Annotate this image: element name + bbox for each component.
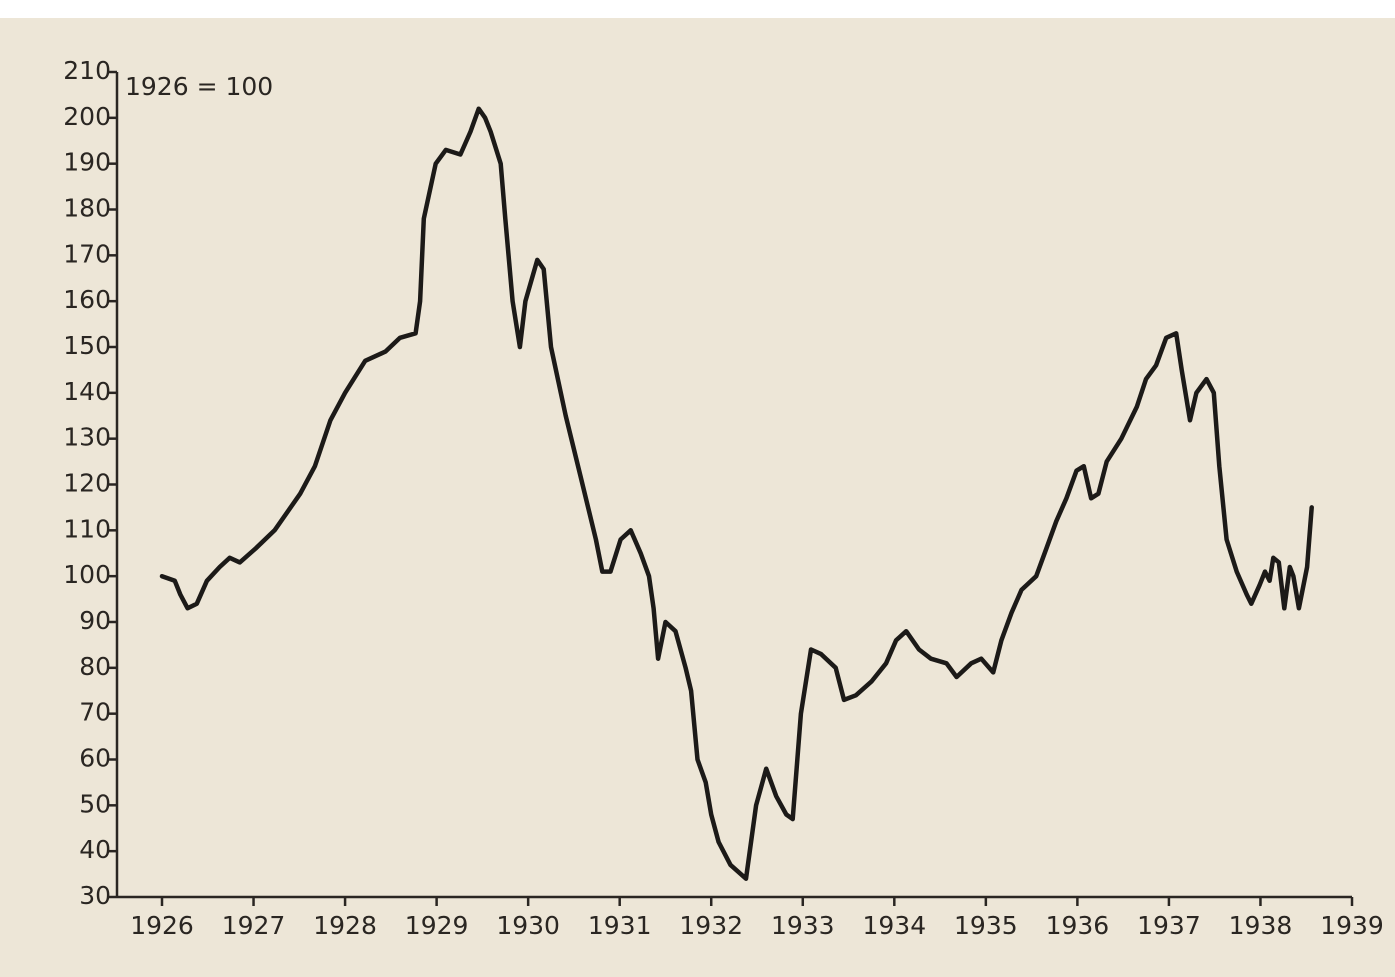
y-tick-label: 210 bbox=[63, 56, 111, 85]
y-tick-label: 70 bbox=[79, 698, 111, 727]
line bbox=[159, 106, 1314, 881]
x-tick-label: 1929 bbox=[405, 911, 469, 940]
x-tick-label: 1932 bbox=[679, 911, 743, 940]
x-tick-label: 1933 bbox=[771, 911, 835, 940]
page-edge bbox=[0, 0, 1395, 18]
y-tick-label: 190 bbox=[63, 148, 111, 177]
y-tick-label: 100 bbox=[63, 560, 111, 589]
x-tick-label: 1938 bbox=[1229, 911, 1293, 940]
x-tick-label: 1935 bbox=[954, 911, 1018, 940]
x-tick-label: 1931 bbox=[588, 911, 652, 940]
annotation: 1926 = 100 bbox=[125, 72, 273, 101]
y-tick-label: 50 bbox=[79, 789, 111, 818]
x-tick-label: 1936 bbox=[1046, 911, 1110, 940]
y-tick-label: 140 bbox=[63, 377, 111, 406]
x-tick-label: 1930 bbox=[496, 911, 560, 940]
y-tick-label: 160 bbox=[63, 285, 111, 314]
y-tick-label: 30 bbox=[79, 881, 111, 910]
x-tick-label: 1926 bbox=[130, 911, 194, 940]
y-tick-label: 150 bbox=[63, 331, 111, 360]
x-tick-label: 1939 bbox=[1320, 911, 1384, 940]
x-tick-label: 1934 bbox=[862, 911, 926, 940]
y-tick-label: 40 bbox=[79, 835, 111, 864]
y-tick-label: 130 bbox=[63, 423, 111, 452]
y-tick-label: 170 bbox=[63, 239, 111, 268]
x-tick-label: 1937 bbox=[1137, 911, 1201, 940]
y-tick-label: 120 bbox=[63, 469, 111, 498]
y-tick-label: 200 bbox=[63, 102, 111, 131]
x-tick-label: 1928 bbox=[313, 911, 377, 940]
y-tick-label: 60 bbox=[79, 744, 111, 773]
y-tick-label: 80 bbox=[79, 652, 111, 681]
y-tick-label: 110 bbox=[63, 514, 111, 543]
x-tick-label: 1927 bbox=[222, 911, 286, 940]
y-tick-label: 180 bbox=[63, 194, 111, 223]
y-tick-label: 90 bbox=[79, 606, 111, 635]
